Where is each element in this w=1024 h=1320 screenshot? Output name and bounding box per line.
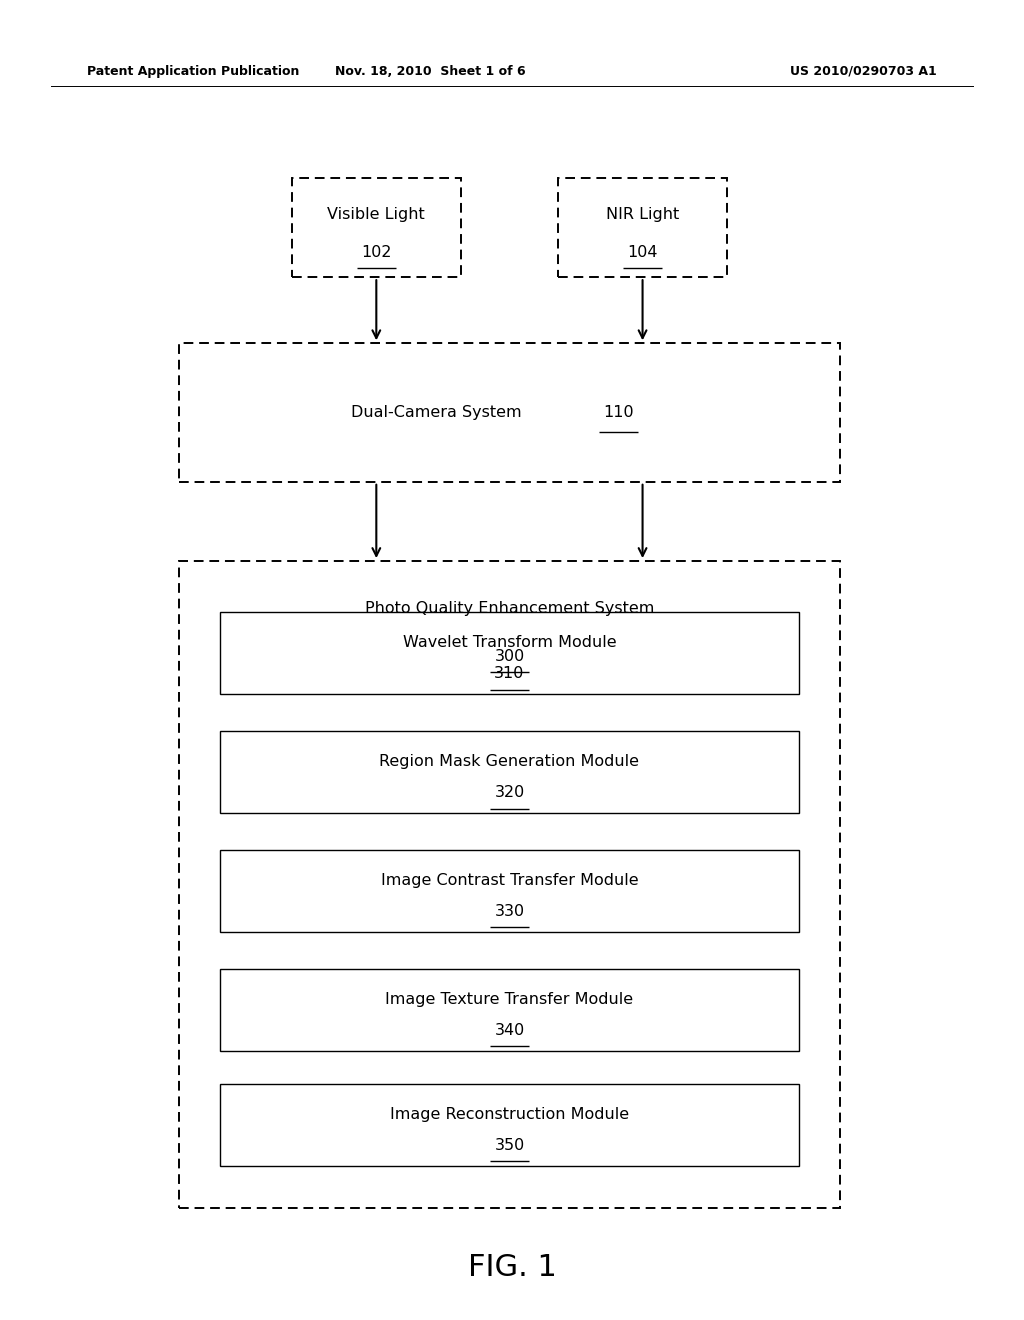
Text: Image Contrast Transfer Module: Image Contrast Transfer Module: [381, 873, 638, 888]
Text: 102: 102: [361, 246, 391, 260]
Text: 350: 350: [495, 1138, 524, 1152]
Text: Image Texture Transfer Module: Image Texture Transfer Module: [385, 991, 634, 1007]
Text: Image Reconstruction Module: Image Reconstruction Module: [390, 1106, 629, 1122]
Text: NIR Light: NIR Light: [606, 207, 679, 222]
Text: 340: 340: [495, 1023, 524, 1038]
Text: 110: 110: [603, 405, 634, 420]
Text: 104: 104: [628, 246, 657, 260]
Text: Dual-Camera System: Dual-Camera System: [351, 405, 522, 420]
Text: Wavelet Transform Module: Wavelet Transform Module: [402, 635, 616, 651]
Text: 310: 310: [495, 667, 524, 681]
Text: 320: 320: [495, 785, 524, 800]
Text: 330: 330: [495, 904, 524, 919]
Text: Region Mask Generation Module: Region Mask Generation Module: [380, 754, 639, 770]
Text: US 2010/0290703 A1: US 2010/0290703 A1: [791, 65, 937, 78]
Text: Photo Quality Enhancement System: Photo Quality Enhancement System: [365, 601, 654, 616]
Text: Patent Application Publication: Patent Application Publication: [87, 65, 299, 78]
Text: Nov. 18, 2010  Sheet 1 of 6: Nov. 18, 2010 Sheet 1 of 6: [335, 65, 525, 78]
Text: 300: 300: [495, 648, 524, 664]
Text: FIG. 1: FIG. 1: [468, 1253, 556, 1282]
Text: Visible Light: Visible Light: [328, 207, 425, 222]
